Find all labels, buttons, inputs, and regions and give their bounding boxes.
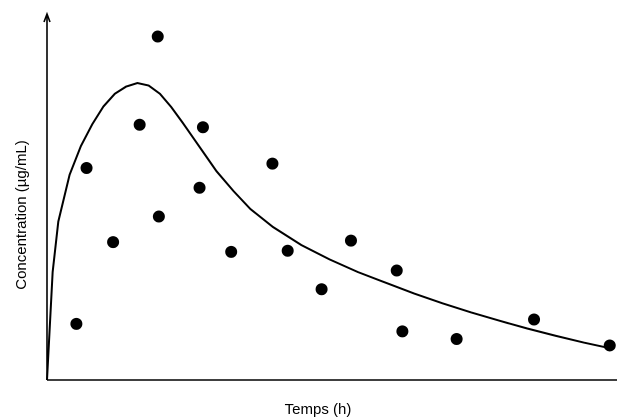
data-point-1 — [70, 317, 83, 330]
data-point-7 — [193, 181, 206, 194]
data-point-8 — [196, 121, 209, 134]
x-axis-label: Temps (h) — [285, 401, 352, 418]
data-point-10 — [266, 157, 279, 170]
data-point-15 — [396, 325, 409, 338]
fit-curve — [46, 81, 613, 381]
data-point-4 — [133, 118, 146, 131]
data-point-17 — [528, 313, 541, 326]
data-point-18 — [603, 339, 616, 352]
y-axis-arrow — [43, 11, 51, 23]
y-axis-label: Concentration (µg/mL) — [13, 140, 30, 290]
data-point-5 — [151, 30, 164, 43]
data-point-6 — [152, 210, 165, 223]
data-point-14 — [390, 264, 403, 277]
data-point-13 — [344, 234, 357, 247]
data-point-3 — [107, 236, 120, 249]
plot-area — [46, 30, 616, 381]
data-point-9 — [225, 245, 238, 258]
data-point-12 — [315, 283, 328, 296]
data-point-2 — [80, 161, 93, 174]
data-point-16 — [450, 332, 463, 345]
data-point-11 — [281, 244, 294, 257]
